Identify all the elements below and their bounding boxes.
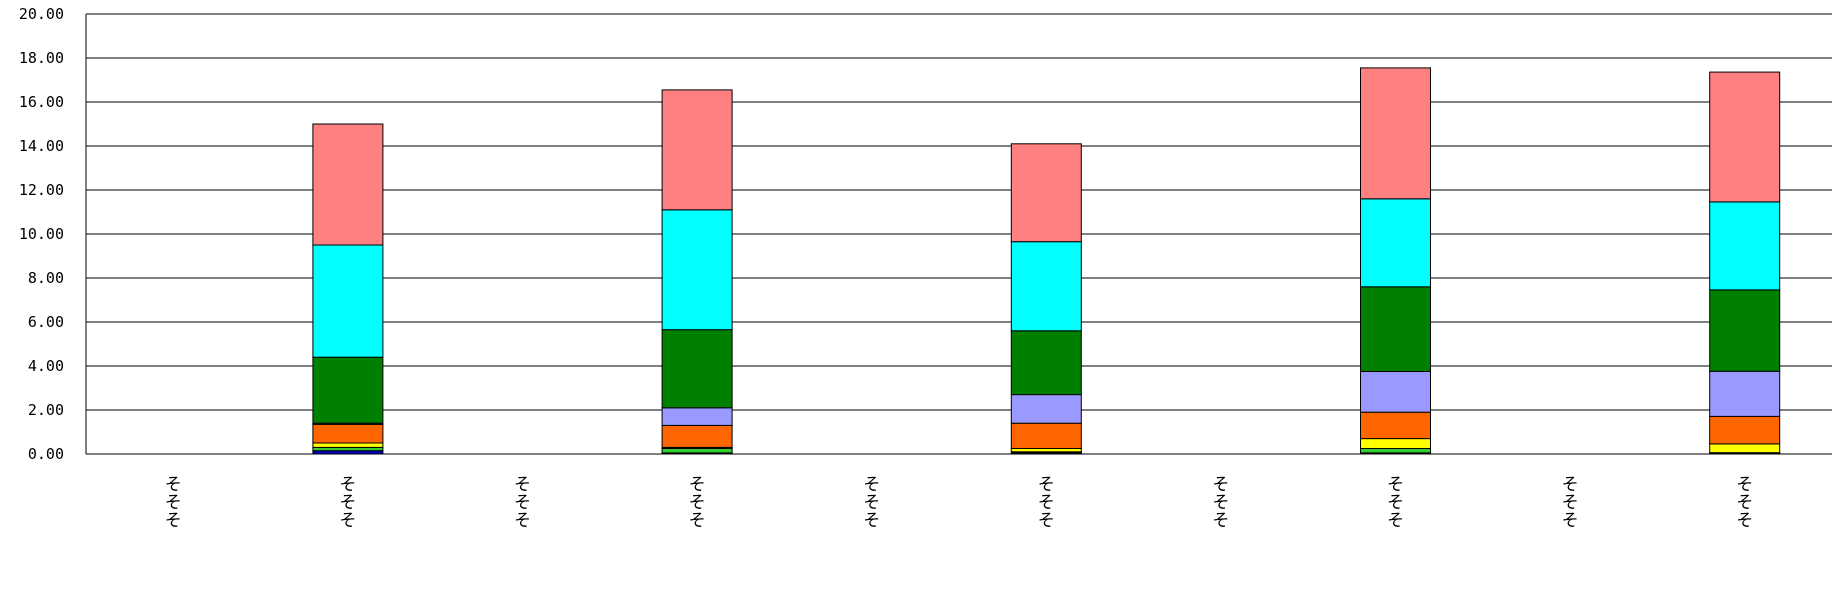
bar-segment-series-4 — [312, 423, 384, 444]
y-tick-label: 14.00 — [19, 137, 64, 155]
x-axis-category-labels: そそそ そそそ そそそ そそそ そそそ そそそ そそそ そそそ そそそ そそそ — [165, 475, 1753, 531]
bar-segment-series-2 — [1360, 448, 1431, 454]
bar-segment-series-3 — [1709, 443, 1781, 454]
bar-segment-series-3 — [1360, 438, 1431, 450]
x-category-label: そそそ — [1736, 475, 1753, 531]
bar-segment-series-6 — [661, 329, 733, 409]
x-category-label: そそそ — [514, 475, 531, 531]
x-category-label: そそそ — [689, 475, 706, 531]
bar-segment-series-7 — [1709, 201, 1781, 291]
bar-segment-series-8 — [1360, 67, 1431, 200]
bar-segment-series-2 — [661, 448, 733, 454]
bar-stacks — [312, 67, 1781, 455]
bar-segment-series-5 — [1709, 370, 1781, 417]
y-tick-label: 10.00 — [19, 225, 64, 243]
y-tick-label: 12.00 — [19, 181, 64, 199]
bar-segment-series-4 — [1010, 422, 1082, 450]
bar-segment-series-6 — [1010, 330, 1082, 396]
x-category-label: そそそ — [1562, 475, 1579, 531]
bar-segment-series-8 — [1709, 71, 1781, 203]
bar-segment-series-5 — [1010, 394, 1082, 424]
bar-segment-series-8 — [312, 123, 384, 246]
bar-segment-series-6 — [1709, 289, 1781, 372]
y-tick-label: 20.00 — [19, 5, 64, 23]
y-axis-tick-labels: 0.00 2.00 4.00 6.00 8.00 10.00 12.00 14.00 16.00… — [19, 5, 64, 463]
bar-segment-series-4 — [661, 424, 733, 448]
bar-segment-series-7 — [312, 244, 384, 358]
bar-segment-series-4 — [1709, 415, 1781, 445]
y-tick-label: 18.00 — [19, 49, 64, 67]
bar-segment-series-5 — [1360, 371, 1431, 413]
bar-segment-series-4 — [1360, 411, 1431, 440]
y-tick-label: 6.00 — [28, 313, 64, 331]
y-tick-label: 4.00 — [28, 357, 64, 375]
bar-segment-series-7 — [661, 209, 733, 331]
y-tick-label: 0.00 — [28, 445, 64, 463]
x-category-label: そそそ — [1038, 475, 1055, 531]
x-category-label: そそそ — [1387, 475, 1404, 531]
y-tick-label: 2.00 — [28, 401, 64, 419]
x-category-label: そそそ — [863, 475, 880, 531]
bar-segment-series-7 — [1010, 241, 1082, 332]
bar-segment-series-5 — [661, 407, 733, 426]
x-category-label: そそそ — [1212, 475, 1229, 531]
x-category-label: そそそ — [339, 475, 356, 531]
y-tick-label: 8.00 — [28, 269, 64, 287]
x-category-label: そそそ — [165, 475, 182, 531]
y-tick-label: 16.00 — [19, 93, 64, 111]
bar-segment-series-8 — [661, 89, 733, 211]
bar-segment-series-7 — [1360, 198, 1431, 288]
bar-segment-series-6 — [312, 356, 384, 424]
bar-segment-series-8 — [1010, 143, 1082, 243]
bar-segment-series-6 — [1360, 286, 1431, 372]
bar-segment-series-3 — [312, 442, 384, 448]
